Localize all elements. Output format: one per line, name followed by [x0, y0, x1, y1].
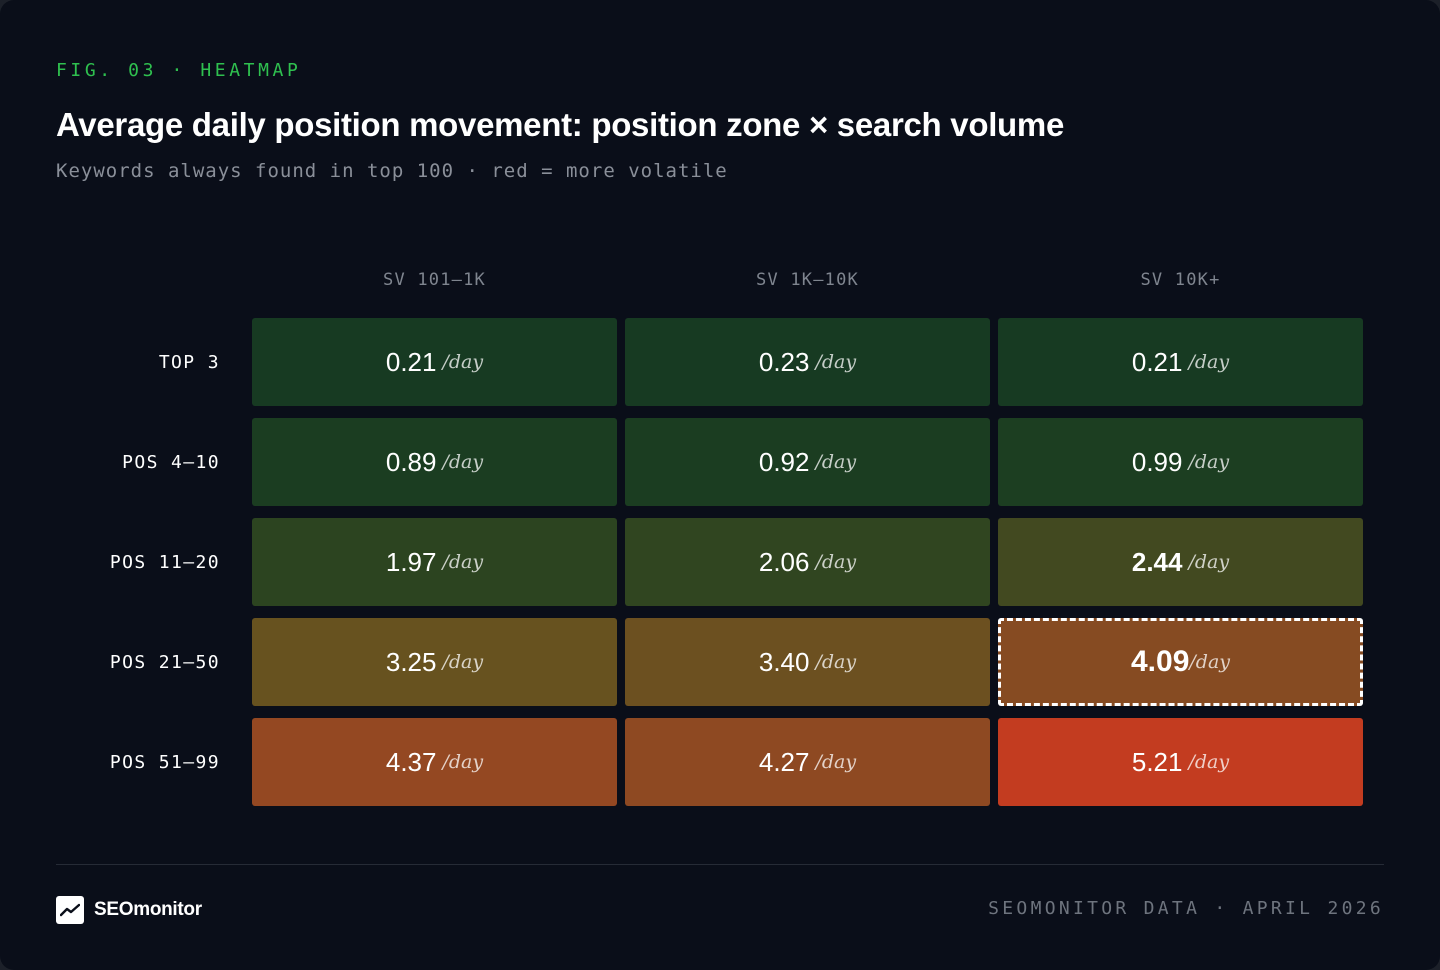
trend-line-icon	[56, 896, 84, 924]
cell-unit: /day	[442, 751, 484, 773]
cell-unit: /day	[815, 751, 857, 773]
column-header: SV 10K+	[1140, 270, 1221, 290]
cell-value: 0.23	[758, 346, 810, 377]
heatmap-cell: 0.21/day	[998, 318, 1363, 406]
cell-value: 3.25	[385, 646, 437, 677]
chart-subtitle: Keywords always found in top 100 · red =…	[56, 160, 728, 182]
column-header: SV 101–1K	[383, 270, 486, 290]
cell-unit: /day	[815, 351, 857, 373]
cell-unit: /day	[442, 651, 484, 673]
heatmap-cell: 4.37/day	[252, 718, 617, 806]
cell-unit: /day	[1188, 551, 1230, 573]
heatmap-cell: 3.40/day	[625, 618, 990, 706]
cell-value: 4.37	[385, 746, 437, 777]
cell-value: 3.40	[758, 646, 810, 677]
heatmap-cell: 0.23/day	[625, 318, 990, 406]
cell-value: 2.06	[758, 546, 810, 577]
cell-unit: /day	[815, 551, 857, 573]
heatmap-cell: 2.06/day	[625, 518, 990, 606]
cell-unit: /day	[442, 451, 484, 473]
row-label: POS 11–20	[109, 551, 220, 573]
heatmap-cell: 0.92/day	[625, 418, 990, 506]
heatmap-cell: 4.09/day	[998, 618, 1363, 706]
figure-eyebrow: FIG. 03 · HEATMAP	[56, 60, 302, 81]
cell-unit: /day	[1189, 651, 1231, 673]
cell-value: 0.89	[385, 446, 437, 477]
cell-unit: /day	[815, 451, 857, 473]
heatmap-cell: 5.21/day	[998, 718, 1363, 806]
cell-unit: /day	[442, 351, 484, 373]
row-label: TOP 3	[158, 351, 220, 373]
footer-divider	[56, 864, 1384, 865]
chart-title: Average daily position movement: positio…	[56, 106, 1065, 143]
cell-value: 4.27	[758, 746, 810, 777]
heatmap-cell: 0.99/day	[998, 418, 1363, 506]
cell-unit: /day	[1188, 351, 1230, 373]
heatmap-cell: 1.97/day	[252, 518, 617, 606]
row-label: POS 4–10	[122, 451, 220, 473]
cell-unit: /day	[815, 651, 857, 673]
cell-value: 0.92	[758, 446, 810, 477]
cell-unit: /day	[1188, 751, 1230, 773]
heatmap-cell: 4.27/day	[625, 718, 990, 806]
column-header: SV 1K–10K	[756, 270, 859, 290]
cell-value: 0.21	[385, 346, 437, 377]
heatmap-cell: 0.89/day	[252, 418, 617, 506]
heatmap-cell: 2.44/day	[998, 518, 1363, 606]
cell-unit: /day	[1188, 451, 1230, 473]
brand-name: SEOmonitor	[94, 899, 202, 920]
cell-value: 0.99	[1131, 446, 1183, 477]
row-label: POS 21–50	[109, 651, 220, 673]
cell-unit: /day	[442, 551, 484, 573]
cell-value: 0.21	[1131, 346, 1183, 377]
heatmap-cell: 3.25/day	[252, 618, 617, 706]
cell-value: 5.21	[1131, 746, 1183, 777]
data-source: SEOMONITOR DATA · APRIL 2026	[988, 898, 1384, 919]
row-label: POS 51–99	[109, 751, 220, 773]
cell-value: 1.97	[385, 546, 437, 577]
cell-value: 4.09	[1130, 645, 1190, 678]
cell-value: 2.44	[1131, 546, 1183, 577]
brand-logo: SEOmonitor	[56, 896, 202, 924]
heatmap-cell: 0.21/day	[252, 318, 617, 406]
